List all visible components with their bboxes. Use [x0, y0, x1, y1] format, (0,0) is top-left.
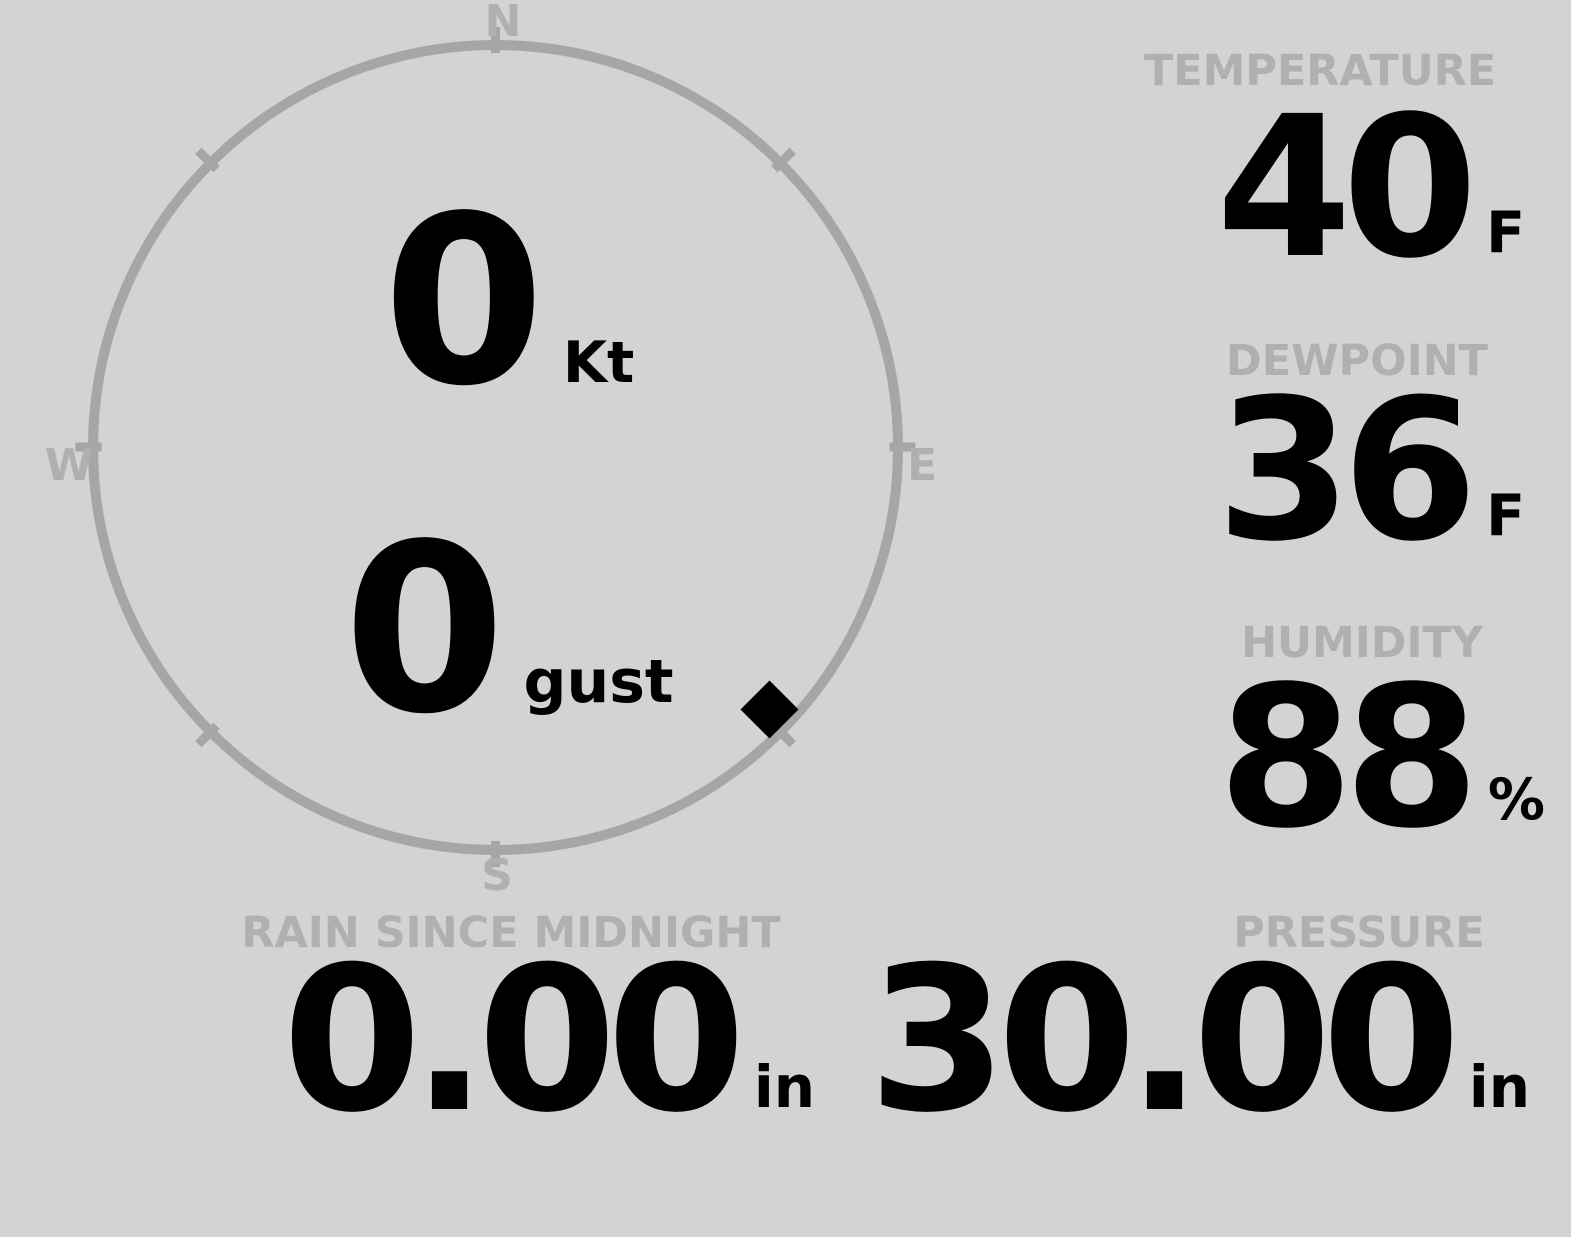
- pressure-unit: in: [1468, 1053, 1530, 1121]
- cardinal-south-label: S: [481, 850, 513, 901]
- humidity-readout: 88 %: [1218, 660, 1545, 855]
- humidity-value: 88: [1218, 644, 1480, 871]
- dewpoint-value: 36: [1216, 357, 1478, 584]
- temperature-unit: F: [1486, 200, 1525, 266]
- rain-since-midnight-readout: 0.00 in: [282, 941, 815, 1141]
- compass-tick-north: [491, 27, 500, 53]
- temperature-label: TEMPERATURE: [1143, 46, 1497, 96]
- temperature-readout: 40 F: [1216, 90, 1525, 285]
- humidity-unit: %: [1487, 767, 1545, 833]
- humidity-label: HUMIDITY: [1241, 618, 1483, 668]
- wind-gust-readout: 0 gust: [101, 513, 916, 746]
- dewpoint-unit: F: [1486, 483, 1525, 549]
- dewpoint-readout: 36 F: [1216, 373, 1525, 568]
- wind-gust-value: 0: [343, 494, 506, 765]
- dewpoint-label: DEWPOINT: [1226, 336, 1488, 386]
- wind-speed-unit: Kt: [562, 330, 635, 396]
- wind-speed-value: 0: [382, 166, 545, 437]
- pressure-value: 30.00: [868, 924, 1461, 1157]
- rain-value: 0.00: [282, 924, 745, 1157]
- rain-unit: in: [753, 1053, 815, 1121]
- cardinal-north-label: N: [484, 0, 522, 47]
- rain-since-midnight-label: RAIN SINCE MIDNIGHT: [241, 908, 781, 958]
- cardinal-west-label: W: [44, 440, 94, 491]
- wind-speed-readout: 0 Kt: [101, 185, 916, 418]
- temperature-value: 40: [1216, 74, 1478, 301]
- cardinal-east-label: E: [906, 440, 938, 491]
- pressure-readout: 30.00 in: [868, 941, 1530, 1141]
- compass-tick-south: [491, 841, 500, 867]
- pressure-label: PRESSURE: [1233, 908, 1485, 958]
- wind-gust-unit: gust: [523, 647, 674, 717]
